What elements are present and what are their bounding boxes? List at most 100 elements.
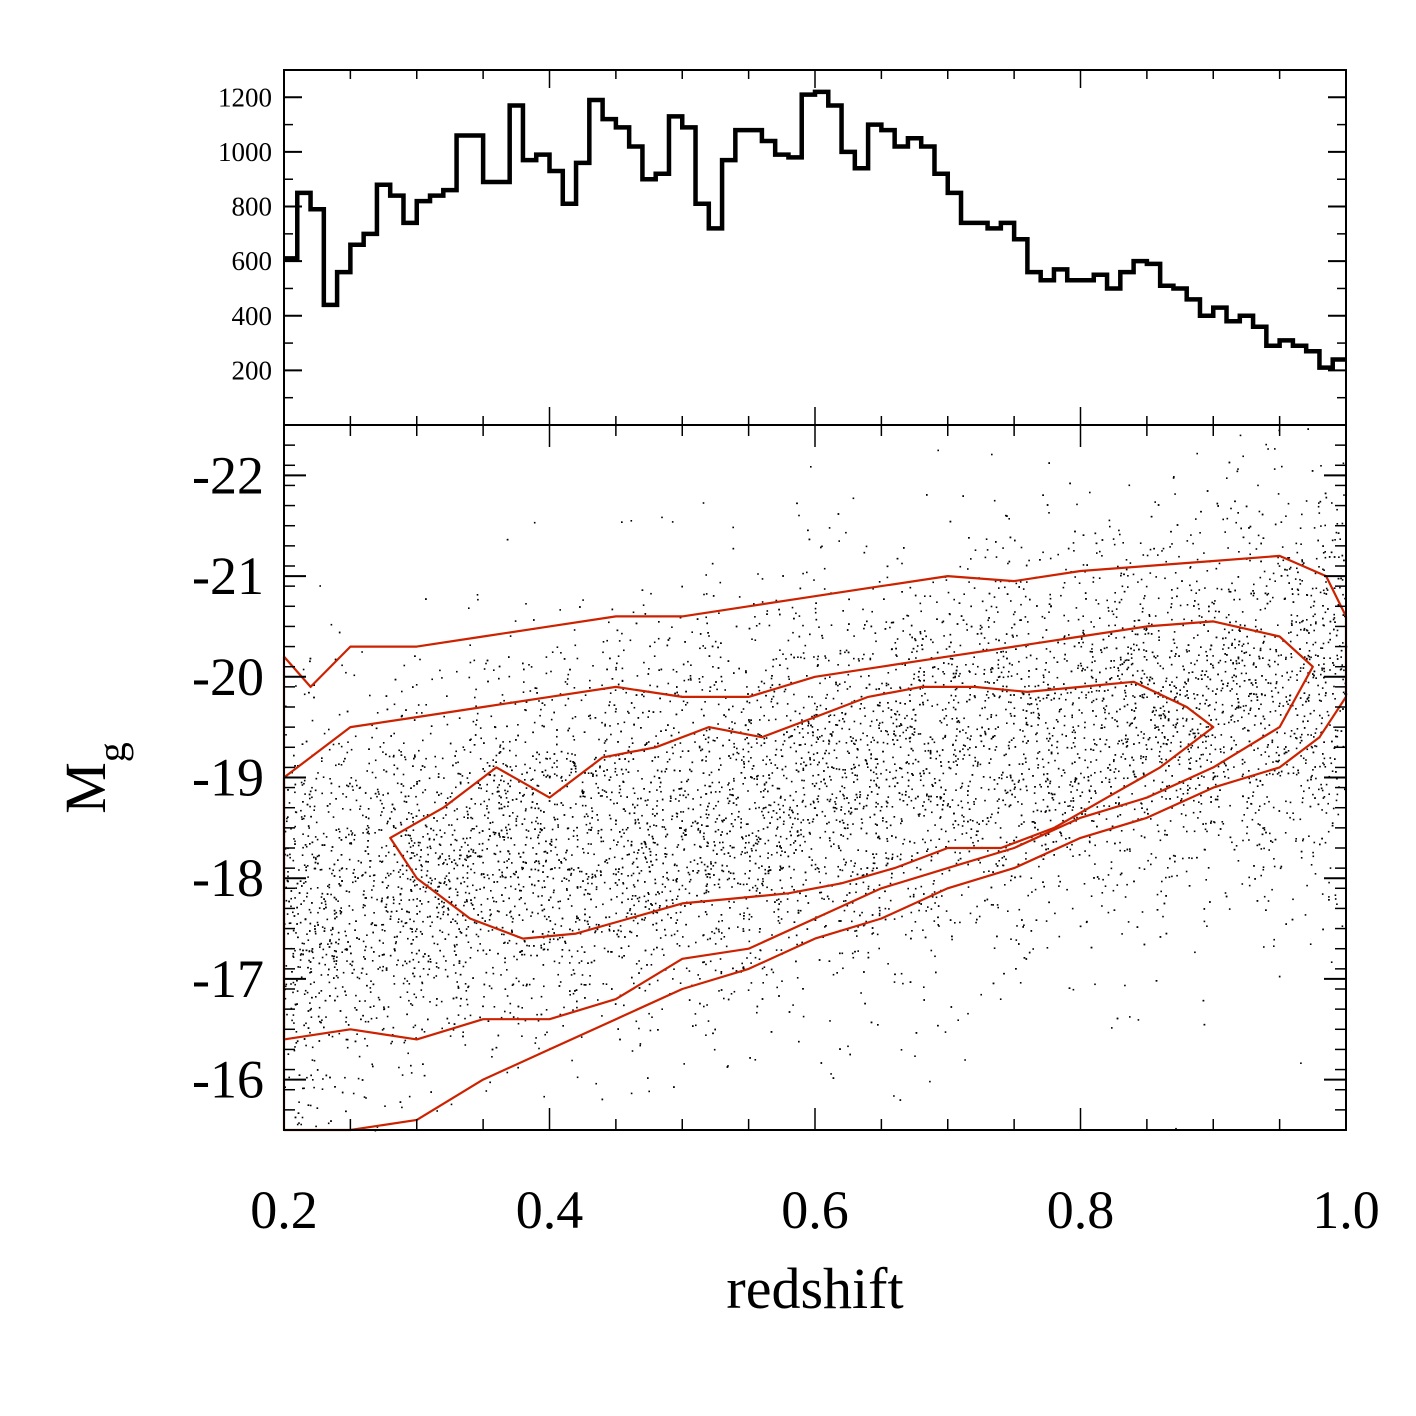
scatter-point bbox=[869, 658, 872, 661]
scatter-point bbox=[332, 928, 334, 930]
scatter-point bbox=[685, 704, 687, 706]
scatter-point bbox=[337, 900, 339, 902]
scatter-point bbox=[1098, 690, 1100, 692]
scatter-point bbox=[1292, 766, 1295, 769]
scatter-point bbox=[1100, 727, 1102, 729]
scatter-point bbox=[762, 884, 764, 887]
scatter-point bbox=[747, 750, 750, 753]
scatter-point bbox=[1324, 766, 1327, 768]
scatter-point bbox=[588, 828, 590, 831]
scatter-point bbox=[1305, 762, 1307, 764]
scatter-point bbox=[770, 762, 772, 764]
scatter-point bbox=[1217, 765, 1220, 768]
scatter-point bbox=[338, 785, 341, 788]
scatter-point bbox=[812, 818, 815, 820]
scatter-point bbox=[934, 902, 936, 904]
scatter-point bbox=[1182, 782, 1185, 784]
scatter-point bbox=[609, 799, 612, 801]
scatter-point bbox=[1176, 722, 1179, 724]
scatter-point bbox=[835, 768, 838, 770]
scatter-point bbox=[674, 798, 677, 800]
scatter-point bbox=[359, 786, 362, 789]
scatter-point bbox=[1074, 576, 1076, 578]
scatter-point bbox=[1032, 711, 1035, 714]
scatter-point bbox=[1217, 723, 1220, 725]
scatter-point bbox=[751, 768, 754, 770]
scatter-point bbox=[740, 853, 742, 856]
scatter-point bbox=[1318, 788, 1320, 791]
scatter-point bbox=[402, 854, 405, 857]
scatter-point bbox=[512, 812, 514, 814]
scatter-point bbox=[766, 755, 768, 758]
scatter-point bbox=[420, 989, 423, 991]
scatter-point bbox=[1185, 870, 1188, 873]
scatter-point bbox=[284, 985, 287, 988]
scatter-point bbox=[1247, 712, 1250, 715]
scatter-point bbox=[289, 856, 291, 859]
scatter-point bbox=[1282, 705, 1285, 707]
scatter-point bbox=[1072, 797, 1074, 799]
scatter-point bbox=[1320, 700, 1322, 702]
scatter-point bbox=[515, 942, 518, 945]
scatter-point bbox=[1161, 880, 1163, 883]
scatter-point bbox=[1092, 656, 1094, 658]
scatter-point bbox=[746, 883, 748, 885]
scatter-point bbox=[1310, 745, 1313, 748]
scatter-point bbox=[1101, 724, 1103, 726]
scatter-point bbox=[594, 874, 596, 876]
scatter-point bbox=[1241, 645, 1244, 647]
scatter-point bbox=[320, 902, 323, 904]
scatter-point bbox=[1018, 908, 1021, 911]
scatter-point bbox=[1077, 664, 1080, 667]
scatter-point bbox=[531, 793, 534, 796]
scatter-point bbox=[856, 796, 858, 799]
scatter-point bbox=[930, 949, 933, 952]
scatter-point bbox=[994, 749, 997, 751]
scatter-point bbox=[473, 896, 476, 899]
scatter-point bbox=[871, 610, 873, 613]
scatter-point bbox=[325, 1016, 327, 1018]
scatter-point bbox=[698, 681, 701, 683]
scatter-point bbox=[467, 985, 470, 988]
scatter-point bbox=[1238, 644, 1240, 646]
scatter-point bbox=[845, 531, 847, 534]
scatter-point bbox=[945, 910, 948, 912]
scatter-point bbox=[774, 718, 777, 721]
scatter-point bbox=[331, 1035, 334, 1038]
scatter-point bbox=[629, 909, 631, 912]
scatter-point bbox=[977, 761, 979, 764]
scatter-point bbox=[731, 788, 734, 790]
scatter-point bbox=[386, 911, 389, 913]
scatter-point bbox=[1096, 552, 1098, 554]
scatter-point bbox=[760, 744, 763, 747]
scatter-point bbox=[381, 811, 383, 813]
scatter-point bbox=[425, 887, 428, 889]
scatter-point bbox=[1176, 874, 1178, 877]
scatter-point bbox=[1046, 737, 1048, 740]
scatter-point bbox=[770, 677, 773, 680]
scatter-point bbox=[601, 721, 603, 724]
scatter-point bbox=[464, 841, 466, 844]
scatter-point bbox=[1238, 629, 1240, 631]
scatter-point bbox=[585, 823, 588, 826]
scatter-point bbox=[1057, 752, 1059, 755]
scatter-point bbox=[443, 901, 445, 904]
scatter-point bbox=[500, 803, 503, 806]
scatter-point bbox=[567, 752, 569, 755]
scatter-point bbox=[501, 694, 504, 696]
scatter-point bbox=[1127, 646, 1129, 648]
scatter-point bbox=[1006, 722, 1008, 724]
scatter-point bbox=[1025, 858, 1027, 860]
scatter-point bbox=[800, 763, 802, 765]
scatter-point bbox=[824, 655, 826, 657]
scatter-point bbox=[894, 642, 897, 644]
scatter-point bbox=[740, 711, 743, 713]
scatter-point bbox=[1158, 755, 1161, 757]
scatter-point bbox=[493, 833, 496, 836]
scatter-point bbox=[962, 758, 964, 760]
scatter-point bbox=[621, 680, 624, 682]
scatter-point bbox=[1229, 690, 1232, 692]
scatter-point bbox=[802, 819, 805, 821]
scatter-point bbox=[889, 771, 891, 773]
scatter-point bbox=[698, 745, 701, 748]
